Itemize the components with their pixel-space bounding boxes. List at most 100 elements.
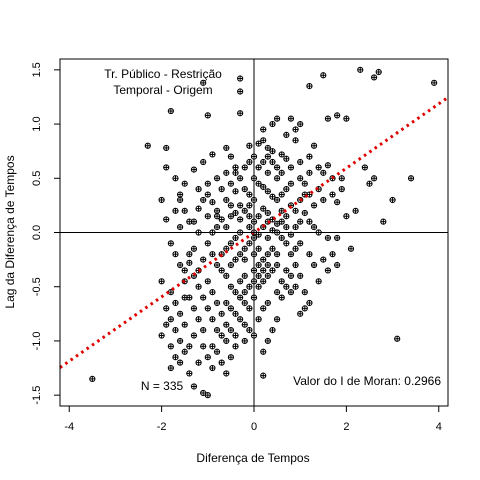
- data-point: [227, 240, 235, 247]
- y-tick-label: -1.0: [31, 331, 43, 350]
- data-point: [283, 223, 290, 231]
- data-point: [213, 261, 221, 269]
- data-point: [172, 354, 179, 361]
- data-point: [204, 392, 211, 399]
- data-point: [204, 213, 211, 220]
- data-point: [241, 272, 248, 279]
- data-point: [264, 251, 271, 258]
- data-point: [292, 126, 299, 133]
- data-point: [310, 202, 318, 209]
- data-point: [181, 207, 188, 214]
- title-line-1: Tr. Público - Restrição: [104, 67, 222, 81]
- data-point: [186, 370, 193, 377]
- data-point: [209, 199, 216, 206]
- data-point: [380, 218, 387, 225]
- data-point: [241, 321, 248, 328]
- data-point: [292, 137, 299, 144]
- data-point: [278, 234, 285, 242]
- data-point: [324, 162, 332, 169]
- data-point: [176, 223, 184, 231]
- data-point: [190, 383, 198, 390]
- data-point: [389, 196, 396, 204]
- data-point: [232, 256, 239, 263]
- data-point: [260, 256, 267, 263]
- data-point: [190, 218, 198, 225]
- data-point: [260, 305, 267, 312]
- data-point: [200, 343, 207, 350]
- x-axis: -4 -2 0 2 4: [64, 406, 442, 433]
- data-point: [213, 213, 221, 220]
- data-point: [260, 278, 267, 285]
- data-point: [278, 294, 285, 301]
- data-point: [204, 112, 211, 119]
- data-point: [264, 209, 271, 217]
- data-point: [223, 223, 230, 231]
- data-point: [237, 251, 244, 258]
- data-point: [264, 169, 271, 176]
- data-point: [287, 115, 295, 122]
- data-point: [200, 256, 207, 263]
- data-point: [283, 155, 290, 162]
- data-point: [255, 180, 262, 187]
- x-tick-label: 0: [251, 421, 257, 433]
- data-point: [260, 372, 267, 379]
- data-point: [264, 188, 271, 195]
- data-point: [255, 283, 262, 290]
- data-point: [209, 251, 216, 258]
- data-point: [200, 79, 207, 86]
- data-point: [241, 207, 248, 214]
- data-point: [264, 144, 271, 152]
- data-point: [186, 259, 193, 266]
- data-point: [301, 180, 308, 187]
- data-point: [223, 169, 230, 176]
- data-point: [329, 191, 336, 198]
- data-point: [232, 343, 239, 350]
- data-point: [237, 110, 244, 117]
- data-point: [213, 348, 221, 355]
- data-point: [283, 267, 290, 274]
- data-point: [195, 186, 202, 193]
- n-label: N = 335: [141, 379, 184, 393]
- data-point: [227, 326, 235, 334]
- data-point: [158, 332, 165, 339]
- data-point: [287, 180, 295, 187]
- x-tick-label: 2: [343, 421, 349, 433]
- data-point: [269, 120, 276, 128]
- data-point: [283, 283, 290, 290]
- data-point: [343, 115, 350, 122]
- data-point: [334, 112, 341, 119]
- data-point: [237, 278, 244, 285]
- data-point: [306, 251, 313, 258]
- data-point: [310, 142, 318, 149]
- data-point: [158, 278, 165, 285]
- data-point: [213, 175, 221, 182]
- data-point: [181, 321, 188, 328]
- data-point: [297, 158, 304, 166]
- data-point: [278, 169, 285, 176]
- data-point: [246, 142, 253, 149]
- data-point: [269, 158, 276, 166]
- data-point: [301, 209, 308, 217]
- data-point: [273, 196, 281, 204]
- data-point: [246, 213, 253, 220]
- data-point: [357, 66, 364, 73]
- data-point: [310, 261, 318, 269]
- data-point: [306, 83, 313, 90]
- data-point: [204, 305, 211, 312]
- points-layer: [89, 66, 438, 399]
- data-point: [292, 283, 299, 290]
- data-point: [269, 245, 276, 252]
- data-point: [292, 245, 299, 252]
- data-point: [227, 153, 235, 160]
- data-point: [200, 158, 207, 166]
- data-point: [273, 261, 281, 269]
- data-point: [431, 79, 438, 86]
- data-point: [232, 289, 239, 296]
- data-point: [320, 169, 327, 176]
- data-point: [232, 209, 239, 217]
- x-tick-label: -2: [157, 421, 167, 433]
- data-point: [315, 278, 322, 285]
- data-point: [232, 164, 239, 171]
- data-point: [264, 153, 271, 160]
- moran-label: Valor do I de Moran: 0.2966: [293, 374, 441, 388]
